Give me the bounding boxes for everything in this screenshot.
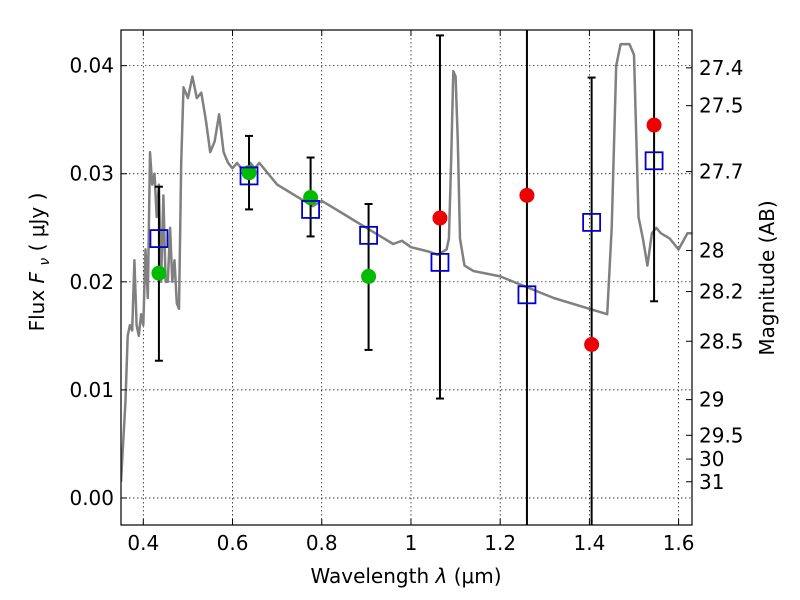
magnitude-tick-label: 31 (699, 470, 724, 494)
magnitude-tick-label: 27.7 (699, 160, 744, 184)
x-tick-label: 1 (405, 531, 418, 555)
model-photometry-point (582, 212, 602, 232)
x-axis-label-prefix: Wavelength (310, 564, 435, 588)
y-tick-label: 0.02 (69, 270, 114, 294)
magnitude-tick-label: 29.5 (699, 423, 744, 447)
x-axis-label: Wavelength λ (μm) (310, 564, 501, 588)
y-axis-label-subscript: ν (37, 258, 53, 266)
magnitude-axis-label: Magnitude (AB) (755, 200, 779, 355)
x-tick-label: 1.4 (573, 531, 605, 555)
magnitude-tick-label: 27.5 (699, 94, 744, 118)
x-axis-label-unit: (μm) (454, 564, 502, 588)
axis-ticks: 0.4 0.6 0.8 1 1.2 1.4 1.6 0.00 0.01 0.02 0.03 0.04 2… (69, 30, 744, 555)
plot-area (121, 30, 692, 525)
model-photometry-point (430, 252, 450, 272)
y-tick-label: 0.00 (69, 486, 114, 510)
grid (121, 30, 692, 525)
y-tick-label: 0.04 (69, 54, 114, 78)
magnitude-tick-label: 28.2 (699, 280, 744, 304)
model-photometry-point (359, 225, 378, 245)
x-tick-label: 1.6 (663, 531, 695, 555)
y-axis-label: Flux F ν ( μJy ) (25, 193, 54, 332)
y-axis-label-prefix: Flux (25, 283, 49, 331)
model-photometry-point (301, 200, 320, 219)
detected-point (151, 265, 167, 281)
x-axis-label-symbol: λ (434, 564, 447, 588)
detected-point (361, 268, 377, 284)
plot-frame (120, 29, 693, 526)
y-axis-label-symbol: F (25, 271, 49, 283)
x-tick-label: 1.2 (484, 531, 516, 555)
x-tick-label: 0.6 (217, 531, 249, 555)
nondetected-point (646, 117, 662, 133)
nondetected-point (584, 337, 600, 353)
model-photometry-point (239, 166, 259, 186)
magnitude-tick-label: 30 (699, 447, 724, 471)
y-tick-label: 0.01 (69, 378, 114, 402)
magnitude-tick-label: 28 (699, 238, 724, 262)
magnitude-tick-label: 29 (699, 388, 724, 412)
magnitude-tick-label: 27.4 (699, 56, 744, 80)
nondetected-point (432, 210, 448, 226)
x-tick-label: 0.8 (306, 531, 338, 555)
model-photometry-point (644, 151, 664, 171)
y-axis-label-unit: ( μJy ) (25, 193, 49, 252)
model-photometry-point (517, 285, 537, 305)
detected-point (303, 190, 319, 206)
x-tick-label: 0.4 (127, 531, 159, 555)
sed-model-line (121, 42, 692, 482)
model-photometry-point (149, 229, 169, 248)
detected-point (241, 165, 257, 181)
magnitude-tick-label: 28.5 (699, 329, 744, 353)
nondetected-point (519, 187, 535, 203)
y-tick-label: 0.03 (69, 162, 114, 186)
